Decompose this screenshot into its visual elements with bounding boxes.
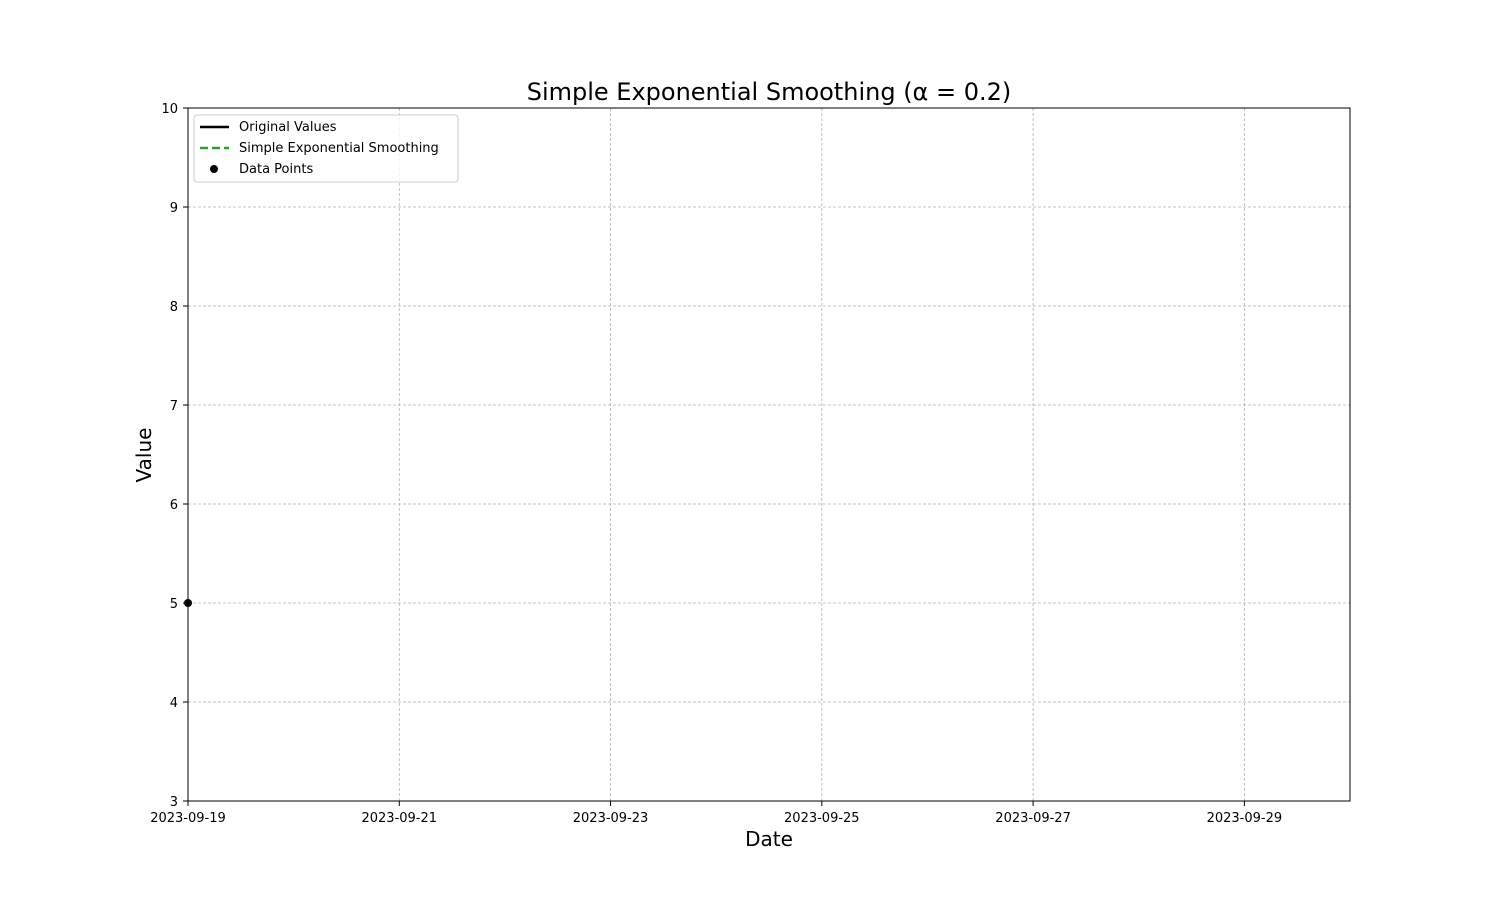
legend-box (193, 114, 459, 183)
y-tick-label: 8 (170, 300, 178, 315)
plot-area-frame (187, 107, 1351, 802)
y-tick-label: 6 (170, 498, 178, 513)
y-tick-label: 7 (170, 399, 178, 414)
legend-label-original-values: Original Values (239, 120, 337, 135)
y-tick-label: 4 (170, 696, 178, 711)
grid (187, 108, 1350, 801)
x-tick-label: 2023-09-27 (995, 811, 1071, 826)
x-tick-label: 2023-09-21 (361, 811, 437, 826)
x-tick-label: 2023-09-25 (784, 811, 860, 826)
y-tick-label: 10 (161, 102, 178, 117)
y-tick-label: 5 (170, 597, 178, 612)
x-axis-ticks: 2023-09-19 2023-09-21 2023-09-23 2023-09-25… (150, 801, 1282, 826)
legend: Original Values Simple Exponential Smoot… (193, 114, 459, 183)
legend-label-smoothing: Simple Exponential Smoothing (239, 141, 439, 156)
x-tick-label: 2023-09-23 (573, 811, 649, 826)
x-tick-label: 2023-09-29 (1207, 811, 1283, 826)
y-tick-label: 3 (170, 795, 178, 810)
y-axis-label: Value (132, 428, 156, 483)
x-axis-label: Date (745, 827, 793, 851)
y-axis-ticks: 3 4 5 6 7 8 9 10 (161, 102, 188, 810)
x-tick-label: 2023-09-19 (150, 811, 226, 826)
y-tick-label: 9 (170, 201, 178, 216)
legend-swatch-data-points (210, 165, 218, 173)
legend-label-data-points: Data Points (239, 162, 313, 177)
chart-title: Simple Exponential Smoothing (α = 0.2) (527, 78, 1012, 106)
